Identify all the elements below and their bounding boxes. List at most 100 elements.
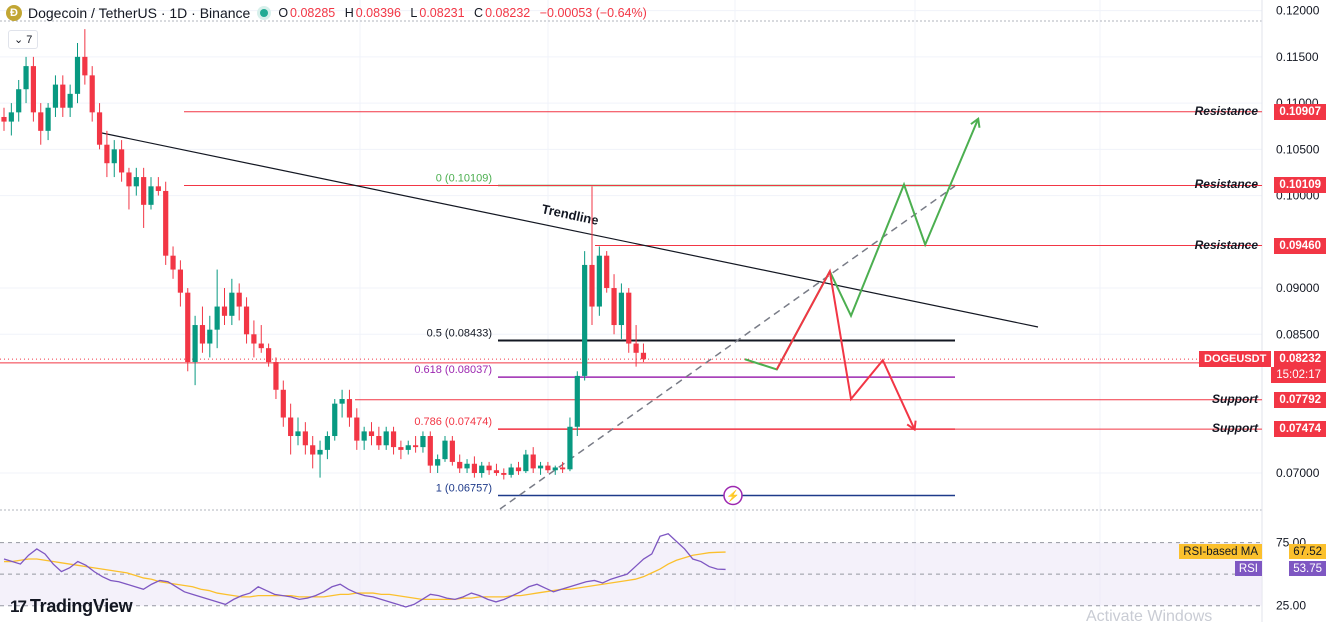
candle-body	[16, 89, 22, 113]
rsi-line	[3, 533, 726, 608]
high-value: 0.08396	[355, 6, 401, 20]
candle-body	[398, 447, 404, 450]
projection-paths	[744, 117, 981, 432]
windows-watermark: Activate Windows	[1086, 608, 1213, 625]
level-price-tag: 0.10907	[1274, 103, 1326, 120]
indicators-toggle-button[interactable]: ⌄ 7	[8, 30, 39, 49]
candle-body	[229, 292, 235, 316]
close-value: 0.08232	[485, 6, 531, 20]
rsi-tag-label: RSI	[1234, 561, 1262, 577]
tradingview-logo[interactable]: 17 TradingView	[10, 596, 133, 617]
candle-body	[96, 112, 103, 145]
candle-body	[310, 445, 316, 455]
candle-body	[30, 66, 36, 113]
candle-body	[640, 352, 647, 360]
rsi-ma-tag-label: RSI-based MA	[1179, 544, 1262, 560]
candle-body	[236, 292, 242, 307]
candle-body	[170, 255, 176, 270]
price-tick-label: 0.09000	[1276, 281, 1320, 295]
candle-body	[104, 144, 110, 164]
candle-body	[604, 255, 610, 289]
candle-body	[523, 454, 529, 472]
candle-body	[346, 399, 353, 418]
candle-body	[155, 186, 161, 191]
dashed-trend-channel	[499, 185, 956, 510]
low-value: 0.08231	[419, 6, 465, 20]
level-price-tag: 0.09460	[1274, 237, 1326, 254]
candle-body	[243, 306, 250, 335]
rsi-ma-line	[4, 551, 726, 601]
candle-body	[280, 389, 286, 418]
candle-body	[618, 292, 624, 326]
candle-body	[295, 431, 301, 437]
price-tick-label: 0.07000	[1276, 466, 1320, 480]
candle-body	[163, 190, 169, 256]
candle-body	[317, 449, 323, 455]
level-price-tag: 0.07792	[1274, 391, 1326, 408]
symbol-tag: DOGEUSDT	[1199, 351, 1272, 368]
candle-body	[552, 467, 558, 471]
candle-body	[60, 84, 66, 108]
open-value: 0.08285	[290, 6, 336, 20]
projection-bearish	[775, 268, 916, 430]
candle-body	[214, 306, 220, 330]
candle-body	[302, 431, 308, 446]
candle-body	[501, 473, 507, 475]
alert-lightning-icon	[723, 485, 743, 506]
symbol-title[interactable]: Dogecoin / TetherUS · 1D · Binance	[28, 5, 251, 21]
candle-body	[486, 465, 492, 471]
candle-body	[471, 463, 477, 474]
candle-body	[52, 84, 59, 108]
level-label: Resistance	[1194, 177, 1258, 192]
horizontal-levels	[0, 111, 1262, 430]
candle-body	[390, 431, 397, 448]
candle-body	[515, 467, 522, 472]
candle-body	[119, 149, 125, 173]
candle-body	[251, 334, 257, 344]
candle-body	[427, 436, 433, 466]
price-tick-label: 0.08500	[1276, 327, 1320, 341]
candle-body	[457, 461, 463, 469]
fibonacci-retracement: 0 (0.10109) 0.5 (0.08433) 0.618 (0.08037) 0…	[414, 172, 955, 506]
chevron-down-icon: ⌄	[14, 34, 24, 46]
candle-body	[508, 467, 514, 475]
candle-body	[435, 459, 441, 466]
candle-body	[126, 172, 132, 187]
candle-body	[413, 445, 419, 448]
level-label: Resistance	[1194, 237, 1258, 252]
candle-body	[361, 431, 367, 441]
rsi-tag-value: 53.75	[1289, 561, 1326, 577]
candle-body	[89, 75, 95, 113]
price-axis: 0.120000.115000.110000.105000.100000.090…	[1276, 4, 1320, 613]
candle-body	[530, 454, 536, 469]
candle-body	[141, 177, 147, 205]
fib-label: 0.786 (0.07474)	[414, 416, 492, 428]
projection-bullish	[744, 118, 980, 371]
candle-body	[185, 292, 191, 363]
level-label: Support	[1212, 421, 1258, 436]
candle-body	[207, 329, 213, 344]
projection-arrowhead	[970, 117, 981, 128]
candle-body	[545, 465, 551, 471]
indicator-count: 7	[26, 33, 33, 46]
price-tick-label: 0.11500	[1276, 50, 1319, 64]
last-price-tag: 0.08232	[1274, 351, 1326, 368]
candle-body	[199, 325, 206, 344]
rsi-ma-tag-value: 67.52	[1289, 544, 1326, 560]
projection-arrowhead	[906, 420, 917, 432]
candle-body	[258, 343, 264, 349]
candle-body	[596, 255, 602, 307]
candle-body	[405, 445, 411, 450]
tradingview-mark-icon: 17	[10, 596, 27, 616]
fib-label: 0.5 (0.08433)	[427, 327, 492, 339]
candle-body	[8, 112, 14, 122]
candle-body	[420, 436, 426, 448]
fib-label: 1 (0.06757)	[436, 482, 492, 494]
candle-body	[266, 348, 272, 363]
candle-body	[354, 417, 360, 441]
candle-body	[67, 93, 73, 108]
candle-body	[376, 436, 382, 446]
candle-body	[442, 440, 448, 460]
candle-body	[45, 107, 51, 131]
